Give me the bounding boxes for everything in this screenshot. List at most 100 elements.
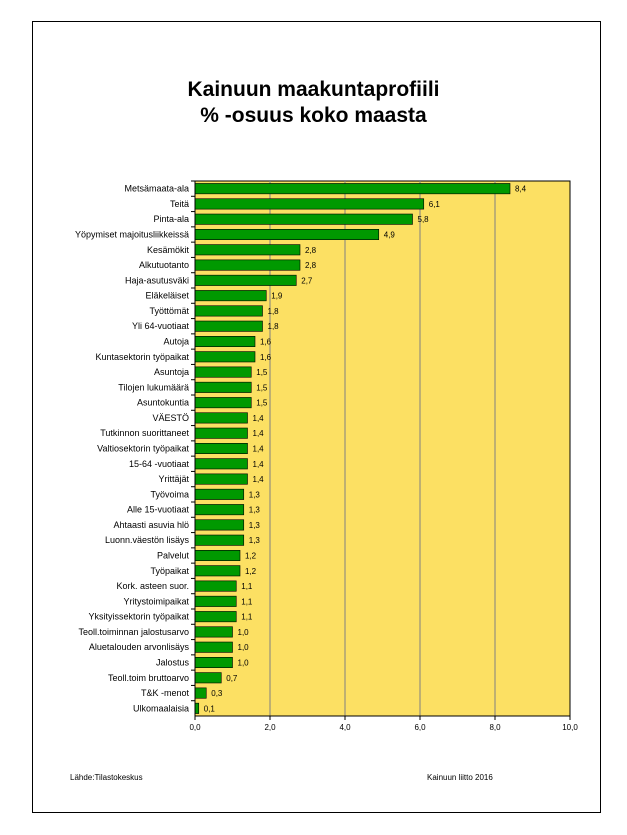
bar xyxy=(194,229,380,240)
bar xyxy=(194,672,222,684)
category-label: Yli 64-vuotiaat xyxy=(132,321,190,331)
bar xyxy=(194,381,252,393)
category-label: Kesämökit xyxy=(147,245,190,255)
category-label: T&K -menot xyxy=(141,688,190,698)
x-tick-label: 2,0 xyxy=(264,723,276,732)
bar xyxy=(194,198,425,210)
category-label: Alkutuotanto xyxy=(139,260,189,270)
category-label: Jalostus xyxy=(156,658,190,668)
bar xyxy=(194,259,301,271)
value-label: 5,8 xyxy=(418,215,430,224)
category-label: Ahtaasti asuvia hlö xyxy=(113,520,189,530)
category-label: Tutkinnon suorittaneet xyxy=(100,428,189,438)
category-label: Pinta-ala xyxy=(153,214,189,224)
x-tick-label: 0,0 xyxy=(189,723,201,732)
category-label: Tilojen lukumäärä xyxy=(118,382,189,392)
bar xyxy=(194,274,297,286)
value-label: 1,9 xyxy=(271,292,283,301)
bar xyxy=(194,504,245,516)
value-label: 1,1 xyxy=(241,597,253,606)
category-label: Asuntokuntia xyxy=(137,398,189,408)
x-tick-label: 10,0 xyxy=(562,723,578,732)
category-label: Aluetalouden arvonlisäys xyxy=(89,642,190,652)
value-label: 1,3 xyxy=(249,521,261,530)
bar xyxy=(194,565,241,577)
value-label: 1,1 xyxy=(241,582,253,591)
bar xyxy=(194,519,245,531)
category-label: Ulkomaalaisia xyxy=(133,703,189,713)
value-label: 0,7 xyxy=(226,674,238,683)
category-label: Luonn.väestön lisäys xyxy=(105,535,190,545)
value-label: 2,8 xyxy=(305,246,317,255)
bar xyxy=(194,488,245,500)
bar xyxy=(194,550,241,561)
value-label: 1,0 xyxy=(238,628,250,637)
credit-note: Kainuun liitto 2016 xyxy=(427,773,493,782)
bar xyxy=(194,244,301,256)
value-label: 1,5 xyxy=(256,399,268,408)
category-label: Haja-asutusväki xyxy=(125,275,189,285)
value-label: 1,3 xyxy=(249,506,261,515)
bar xyxy=(194,290,267,302)
value-label: 1,2 xyxy=(245,552,257,561)
category-label: Yöpymiset majoitusliikkeissä xyxy=(75,230,189,240)
bar xyxy=(194,351,256,363)
bar xyxy=(194,641,233,653)
bar xyxy=(194,580,237,592)
category-label: Teoll.toiminnan jalostusarvo xyxy=(78,627,189,637)
chart-frame xyxy=(32,21,601,813)
bar xyxy=(194,412,248,424)
x-tick-label: 6,0 xyxy=(414,723,426,732)
chart-title: Kainuun maakuntaprofiili xyxy=(187,78,440,101)
category-label: Teoll.toim bruttoarvo xyxy=(108,673,189,683)
category-label: Eläkeläiset xyxy=(145,291,189,301)
value-label: 1,2 xyxy=(245,567,257,576)
value-label: 2,8 xyxy=(305,261,317,270)
category-label: 15-64 -vuotiaat xyxy=(129,459,190,469)
bar xyxy=(194,183,511,195)
source-note: Lähde:Tilastokeskus xyxy=(70,773,143,782)
bar xyxy=(194,336,256,347)
bar xyxy=(194,687,207,699)
value-label: 1,6 xyxy=(260,338,272,347)
bar xyxy=(194,611,237,623)
bar xyxy=(194,427,248,439)
bar xyxy=(194,397,252,409)
bar xyxy=(194,320,263,332)
value-label: 1,4 xyxy=(253,429,265,438)
value-label: 1,3 xyxy=(249,490,261,499)
bar xyxy=(194,443,248,454)
category-label: Yritystoimipaikat xyxy=(123,596,189,606)
value-label: 4,9 xyxy=(384,231,396,240)
value-label: 0,3 xyxy=(211,689,223,698)
category-label: Työttömät xyxy=(149,306,189,316)
category-label: VÄESTÖ xyxy=(152,413,189,423)
value-label: 1,0 xyxy=(238,659,250,668)
value-label: 1,6 xyxy=(260,353,272,362)
x-tick-label: 8,0 xyxy=(489,723,501,732)
value-label: 1,4 xyxy=(253,414,265,423)
bar xyxy=(194,657,233,668)
value-label: 1,5 xyxy=(256,368,268,377)
bar xyxy=(194,213,413,225)
category-label: Yksityissektorin työpaikat xyxy=(88,612,189,622)
value-label: 1,5 xyxy=(256,383,268,392)
bar xyxy=(194,473,248,485)
bar xyxy=(194,595,237,607)
value-label: 1,8 xyxy=(268,322,280,331)
bar xyxy=(194,366,252,378)
bar xyxy=(194,534,245,546)
value-label: 6,1 xyxy=(429,200,441,209)
x-tick-label: 4,0 xyxy=(339,723,351,732)
value-label: 1,4 xyxy=(253,475,265,484)
bar xyxy=(194,626,233,638)
value-label: 8,4 xyxy=(515,185,527,194)
category-label: Kork. asteen suor. xyxy=(116,581,189,591)
category-label: Alle 15-vuotiaat xyxy=(127,505,190,515)
value-label: 1,8 xyxy=(268,307,280,316)
value-label: 1,4 xyxy=(253,460,265,469)
value-label: 1,4 xyxy=(253,445,265,454)
category-label: Palvelut xyxy=(157,551,190,561)
category-label: Kuntasektorin työpaikat xyxy=(95,352,189,362)
category-label: Teitä xyxy=(170,199,189,209)
